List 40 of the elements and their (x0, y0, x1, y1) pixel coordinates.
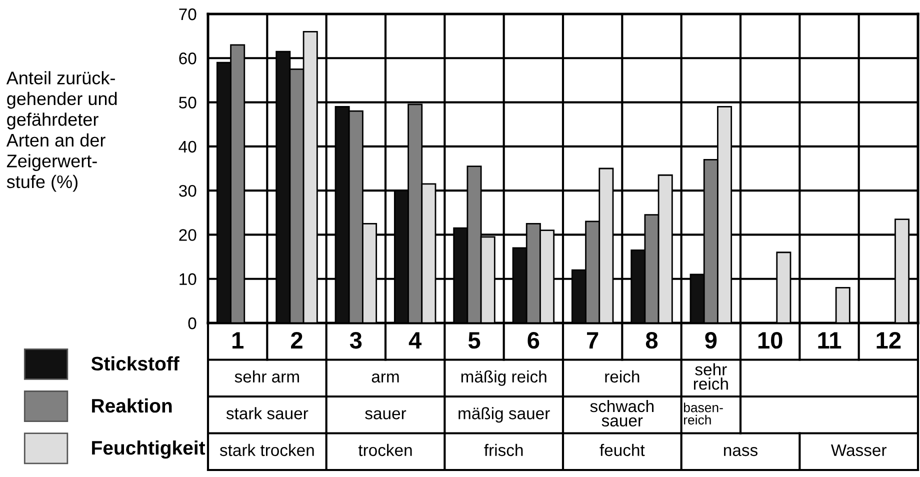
text: frisch (484, 444, 523, 456)
y-tick-label: 10 (180, 273, 196, 286)
x-tick-label: 2 (291, 332, 302, 348)
x-tick-label: 12 (876, 332, 901, 348)
x-tick-label: 7 (587, 332, 598, 348)
text: mäßig sauer (458, 407, 550, 423)
text: sehr arm (234, 370, 299, 383)
y-tick-label: 70 (179, 8, 196, 20)
y-tick-label: 60 (179, 52, 196, 64)
y-tick-label: 30 (178, 184, 196, 197)
text: basen- reich (684, 402, 723, 425)
text: Wasser (830, 444, 886, 456)
x-tick-label: 9 (705, 332, 717, 349)
legend-label: Feuchtigkeit (92, 440, 206, 459)
x-tick-label: 1 (232, 332, 244, 348)
text: stark sauer (226, 407, 308, 420)
text: sauer (365, 410, 406, 420)
y-tick-label: 20 (179, 229, 196, 241)
legend-label: Reaktion (92, 398, 172, 413)
text: nass (724, 446, 758, 456)
legend-label: Stickstoff (91, 356, 180, 371)
y-tick-label: 40 (178, 140, 196, 153)
text: sehr reich (694, 363, 728, 390)
y-tick-label: 50 (179, 96, 196, 108)
text: arm (372, 373, 399, 383)
x-tick-label: 5 (468, 332, 480, 349)
text: feucht (600, 444, 645, 456)
text: schwach sauer (590, 400, 654, 427)
x-tick-label: 6 (528, 332, 540, 349)
x-tick-label: 3 (350, 332, 362, 349)
x-tick-label: 4 (408, 332, 422, 348)
text: reich (605, 370, 640, 383)
x-tick-label: 8 (646, 332, 658, 349)
text: mäßig reich (461, 370, 546, 386)
y-tick-label: 0 (188, 317, 196, 330)
text: trocken (358, 444, 412, 456)
text: stark trocken (220, 444, 314, 456)
y-axis-title: Anteil zurück- gehender und gefährdeter Arten an der Zeigerwert- stufe (%) (6, 71, 117, 192)
x-tick-label: 11 (818, 332, 842, 348)
x-tick-label: 10 (758, 332, 782, 349)
